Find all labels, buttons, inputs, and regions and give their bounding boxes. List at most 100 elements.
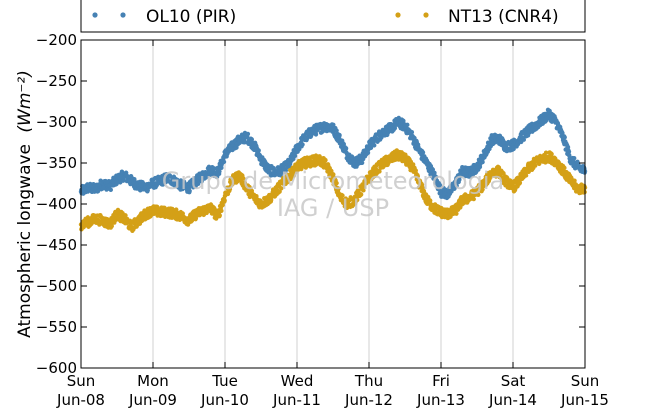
series-layer — [78, 107, 588, 233]
data-point — [217, 169, 222, 174]
data-point — [409, 129, 415, 135]
data-point — [523, 173, 529, 178]
data-point — [413, 168, 418, 173]
data-point — [334, 180, 339, 186]
x-tick-label-day: Sun — [67, 372, 96, 390]
data-point — [572, 178, 577, 183]
data-point — [543, 150, 549, 155]
y-axis-label-text: Atmospheric longwave — [15, 144, 35, 338]
data-point — [480, 159, 485, 165]
data-point — [359, 160, 365, 166]
data-point — [533, 163, 538, 168]
data-point — [292, 153, 298, 159]
x-tick-label-date: Jun-15 — [560, 391, 609, 409]
data-point — [279, 186, 284, 191]
x-tick-label-date: Jun-10 — [200, 391, 249, 409]
axis-ticks — [80, 39, 586, 369]
data-point — [343, 146, 349, 151]
legend-marker — [92, 12, 98, 18]
data-point — [256, 148, 261, 153]
y-tick-label: −450 — [36, 236, 77, 254]
x-tick-label-date: Jun-11 — [272, 391, 321, 409]
data-point — [511, 146, 516, 152]
data-point — [452, 186, 457, 191]
data-point — [521, 137, 526, 142]
watermark: Grupo de Micrometeorologia IAG / USP — [162, 167, 504, 222]
data-point — [517, 180, 523, 185]
data-point — [155, 204, 160, 210]
data-point — [123, 213, 128, 218]
data-point — [193, 215, 199, 221]
data-point — [304, 136, 310, 141]
data-point — [254, 193, 259, 199]
legend: OL10 (PIR) NT13 (CNR4) — [80, 0, 586, 33]
data-point — [471, 196, 476, 202]
data-point — [572, 156, 577, 161]
data-point — [549, 151, 554, 157]
y-axis-label: Atmospheric longwave (Wm⁻²) — [15, 70, 35, 338]
watermark-line-2: IAG / USP — [277, 194, 389, 222]
watermark-line-1: Grupo de Micrometeorologia — [162, 167, 504, 195]
data-point — [566, 149, 572, 154]
data-point — [560, 130, 565, 136]
data-point — [313, 132, 319, 137]
x-tick-label-date: Jun-12 — [344, 391, 393, 409]
y-axis-label-unit: (Wm⁻²) — [15, 70, 35, 132]
data-point — [217, 213, 222, 218]
series-1 — [78, 107, 588, 201]
legend-label: NT13 (CNR4) — [448, 7, 559, 27]
data-point — [430, 167, 436, 172]
data-point — [437, 183, 443, 188]
data-point — [245, 131, 251, 137]
data-point — [420, 150, 426, 155]
data-point — [377, 169, 382, 174]
data-point — [241, 176, 246, 181]
data-point — [283, 168, 289, 173]
data-point — [334, 128, 339, 133]
y-tick-label: −600 — [36, 359, 77, 377]
data-point — [195, 181, 201, 187]
x-tick-label-date: Jun-09 — [128, 391, 177, 409]
data-point — [480, 187, 485, 192]
data-point — [221, 159, 227, 165]
y-tick-label: −400 — [36, 195, 77, 213]
data-point — [336, 186, 341, 191]
legend-entry-2: NT13 (CNR4) — [395, 7, 559, 27]
legend-box — [80, 0, 586, 33]
data-point — [361, 184, 367, 190]
x-tick-label-day: Mon — [137, 372, 169, 390]
y-tick-label: −550 — [36, 318, 77, 336]
data-point — [291, 173, 296, 178]
legend-label: OL10 (PIR) — [146, 7, 236, 27]
data-point — [247, 184, 252, 190]
data-point — [386, 129, 391, 135]
data-point — [476, 192, 481, 198]
data-point — [355, 197, 360, 203]
data-point — [562, 165, 567, 171]
data-point — [433, 174, 439, 180]
y-tick-label: −200 — [36, 31, 77, 49]
x-tick-label-day: Thu — [354, 372, 383, 390]
data-point — [108, 187, 113, 193]
y-tick-label: −300 — [36, 113, 77, 131]
x-tick-label-date: Jun-08 — [56, 391, 105, 409]
data-point — [392, 125, 398, 131]
legend-marker — [120, 12, 126, 18]
legend-entry-1: OL10 (PIR) — [92, 7, 236, 27]
x-tick-label-day: Tue — [211, 372, 238, 390]
data-point — [428, 198, 433, 203]
x-grid-lines — [152, 40, 514, 368]
data-point — [372, 143, 377, 148]
series-2 — [78, 148, 588, 233]
legend-marker — [395, 12, 401, 18]
y-tick-label: −350 — [36, 154, 77, 172]
y-tick-label: −250 — [36, 72, 77, 90]
data-point — [220, 202, 225, 208]
x-tick-label-day: Fri — [432, 372, 450, 390]
data-point — [358, 192, 364, 197]
data-point — [331, 122, 336, 127]
legend-marker — [423, 12, 429, 18]
x-tick-label-date: Jun-13 — [416, 391, 465, 409]
data-point — [432, 170, 437, 176]
